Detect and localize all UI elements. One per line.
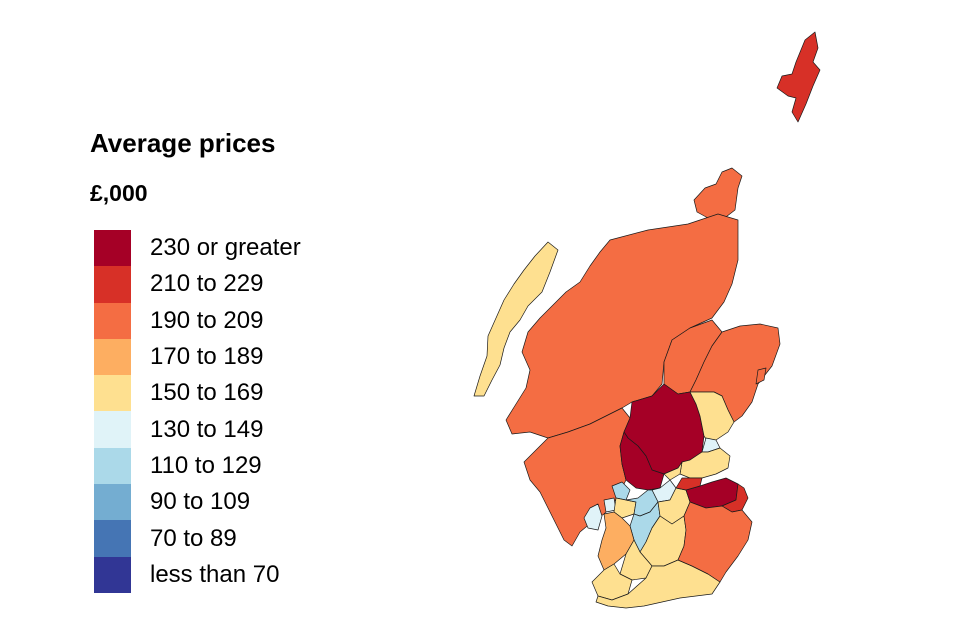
legend-label: 210 to 229 [150, 270, 264, 298]
legend-unit: £,000 [90, 180, 148, 206]
legend-label: 170 to 189 [150, 343, 264, 371]
legend-swatch [94, 266, 131, 303]
region-clackmannanshire [663, 461, 683, 481]
legend-item: 230 or greater [94, 230, 301, 267]
legend-item: less than 70 [94, 556, 301, 593]
legend-swatch [94, 302, 131, 339]
legend-swatch [94, 230, 131, 267]
region-midlothian [675, 477, 703, 491]
legend-swatch [94, 484, 131, 521]
region-west-dunbartonshire [611, 481, 631, 501]
legend-title: Average prices [90, 128, 276, 158]
legend-label: 110 to 129 [150, 451, 262, 479]
region-isle-of-arran [583, 503, 603, 531]
legend-item: 70 to 89 [94, 520, 301, 557]
legend-swatch [94, 338, 131, 376]
legend-swatch [94, 375, 131, 412]
region-aberdeen-city [755, 367, 767, 385]
legend-label: less than 70 [150, 560, 280, 588]
region-shetland [776, 31, 821, 123]
legend-label: 150 to 169 [150, 379, 264, 407]
region-fife [679, 447, 731, 479]
legend-item: 150 to 169 [94, 375, 301, 412]
legend-list: 230 or greater 210 to 229 190 to 209 170… [94, 230, 301, 593]
region-orkney [693, 167, 743, 221]
legend-swatch [94, 556, 131, 593]
legend-item: 210 to 229 [94, 266, 301, 303]
region-scottish-borders [677, 501, 753, 583]
legend-label: 130 to 149 [150, 415, 264, 443]
region-north-ayrshire [597, 511, 635, 571]
legend-swatch [94, 447, 131, 485]
legend-label: 70 to 89 [150, 524, 237, 552]
legend-label: 190 to 209 [150, 306, 264, 334]
legend-label: 230 or greater [150, 234, 301, 262]
legend-item: 130 to 149 [94, 411, 301, 448]
legend-item: 190 to 209 [94, 302, 301, 339]
legend-swatch [94, 520, 131, 557]
region-western-isles [473, 241, 559, 397]
legend-item: 90 to 109 [94, 484, 301, 521]
region-angus [689, 391, 735, 443]
legend-swatch [94, 411, 131, 448]
legend-item: 110 to 129 [94, 447, 301, 485]
legend-item: 170 to 189 [94, 338, 301, 376]
legend-label: 90 to 109 [150, 488, 251, 516]
